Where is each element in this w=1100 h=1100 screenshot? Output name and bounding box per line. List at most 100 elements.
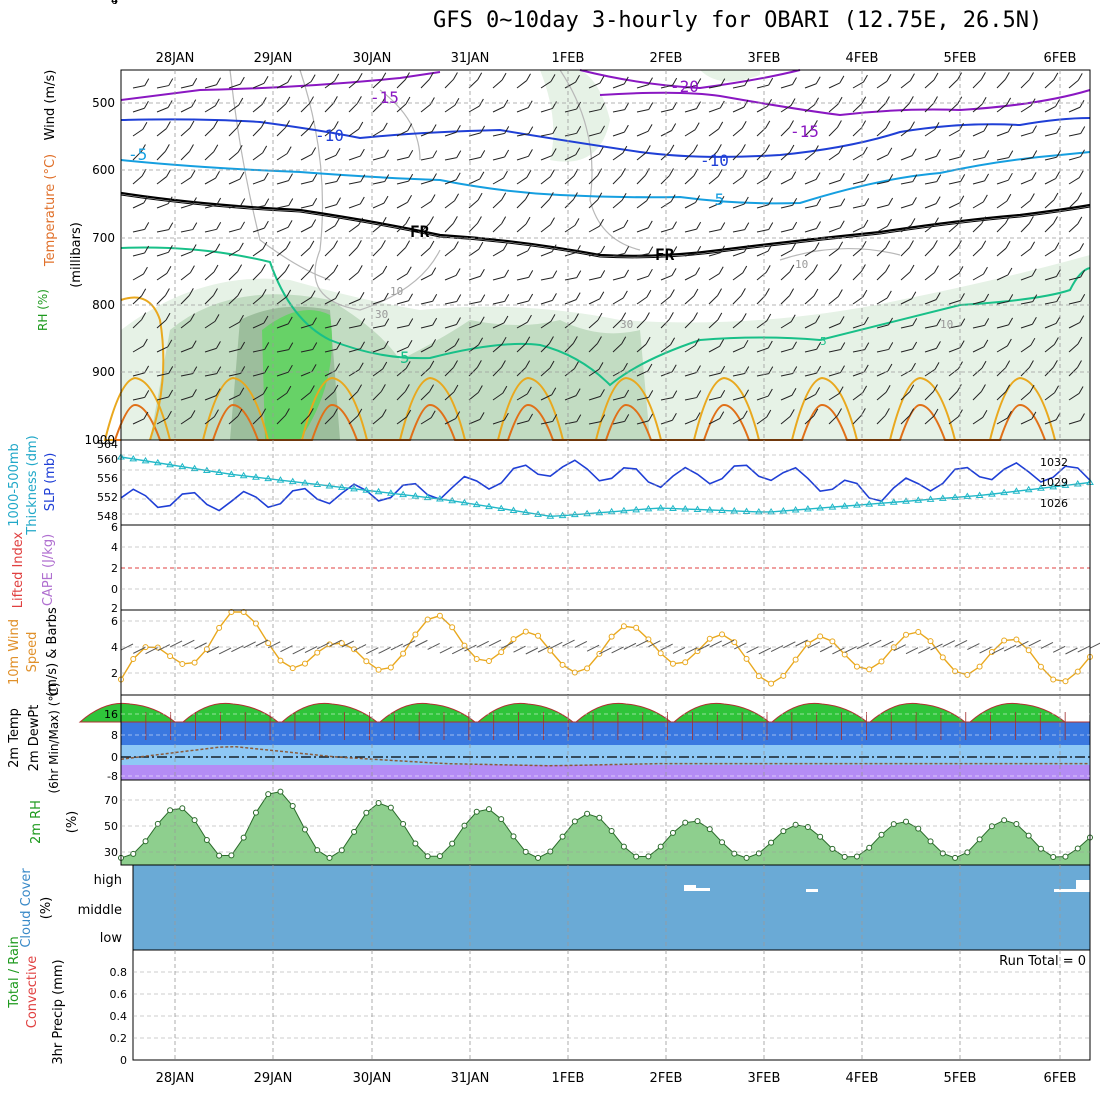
rh2m-marker — [326, 854, 333, 861]
wind-barb-feather — [669, 144, 675, 153]
wind-barb-feather — [1055, 171, 1061, 179]
rh2m-marker — [301, 826, 308, 833]
wind-barb — [396, 273, 408, 281]
wind-barb-feather — [815, 76, 821, 85]
wind-barb — [1020, 323, 1033, 329]
wind-barb — [588, 343, 598, 353]
wind-barb-feather — [190, 313, 195, 321]
wind-barb-feather — [525, 336, 531, 344]
wind10-barb — [979, 646, 992, 654]
wind-barb — [924, 224, 935, 233]
wind-barb — [684, 418, 697, 425]
wind10-marker — [265, 640, 272, 647]
wind-barb — [852, 296, 864, 305]
wind-barb — [372, 325, 385, 329]
wind-barb — [132, 175, 143, 185]
wind-barb-feather — [333, 408, 338, 416]
wind-barb-feather — [1031, 172, 1037, 180]
wind-barb-feather — [646, 193, 652, 202]
wind-barb — [324, 370, 336, 377]
wind-barb-feather — [1056, 269, 1061, 277]
wind-barb-feather — [382, 265, 388, 274]
wind-barb — [900, 247, 910, 257]
wind-barb — [204, 347, 217, 353]
wind-barb — [612, 252, 625, 257]
wind-barb — [324, 204, 337, 209]
y-axis-label: Convective — [25, 956, 40, 1029]
wind10-marker — [706, 635, 713, 642]
wind10-barb — [611, 646, 624, 654]
wind-barb — [612, 276, 625, 281]
wind-barb-feather — [791, 243, 797, 251]
wind-barb-feather — [503, 412, 509, 421]
contour-label: 5 — [400, 348, 410, 367]
wind-barb — [636, 227, 649, 233]
wind-barb — [348, 247, 358, 257]
thickness-marker — [386, 489, 395, 496]
wind-barb-feather — [981, 360, 987, 369]
wind-barb-feather — [1053, 72, 1059, 81]
wind-barb-feather — [1080, 413, 1085, 421]
wind10-barb — [697, 644, 710, 651]
rh2m-marker — [154, 820, 161, 827]
wind-barb — [996, 104, 1007, 113]
wind-barb-feather — [190, 170, 196, 178]
wind-barb-feather — [384, 174, 390, 182]
wind10-barb — [206, 646, 220, 654]
wind-barb — [876, 127, 887, 137]
wind-barb-feather — [1053, 337, 1059, 345]
thickness-marker — [1073, 479, 1082, 487]
thickness-marker — [325, 481, 334, 489]
wind-barb — [300, 415, 310, 425]
y-tick-label: 564 — [97, 438, 118, 451]
wind-barb — [1020, 132, 1033, 137]
rh2m-marker — [804, 824, 811, 831]
y-tick-label: 4 — [111, 641, 118, 654]
wind-barb-feather — [356, 96, 362, 104]
wind-barb — [708, 319, 719, 329]
wind10-barb — [832, 647, 845, 655]
wind10-barb — [881, 640, 894, 648]
wind-barb-feather — [1077, 336, 1083, 345]
wind-barb-feather — [549, 360, 555, 369]
wind-barb-feather — [812, 120, 818, 128]
wind-barb-feather — [645, 336, 651, 345]
wind-barb-feather — [502, 385, 508, 394]
wind-barb — [252, 415, 262, 425]
wind-barb-feather — [168, 389, 174, 398]
wind10-marker — [154, 644, 161, 651]
wind10-marker — [1025, 647, 1032, 654]
rh2m-marker — [645, 853, 652, 860]
wind-barb-feather — [477, 192, 483, 201]
wind-barb-feather — [503, 170, 508, 179]
wind-barb-feather — [837, 289, 843, 297]
wind-barb-feather — [912, 318, 918, 326]
y-axis-label: (millibars) — [69, 222, 84, 288]
wind-barb-feather — [960, 318, 966, 326]
wind-barb-feather — [767, 388, 773, 397]
wind-barb — [1044, 344, 1055, 353]
wind-barb-feather — [694, 122, 700, 130]
wind-barb — [588, 108, 601, 113]
wind-barb — [300, 204, 313, 209]
wind-barb — [276, 392, 288, 401]
wind-barb-feather — [576, 245, 581, 253]
wind-barb — [468, 344, 479, 353]
wind-barb-feather — [743, 244, 749, 253]
wind-barb — [372, 347, 385, 353]
wind-barb — [180, 373, 193, 377]
rh2m-marker — [903, 818, 910, 825]
wind-barb-feather — [189, 120, 195, 129]
wind-barb — [636, 152, 647, 161]
wind-barb-feather — [956, 384, 962, 392]
wind-barb — [924, 391, 934, 401]
wind-barb — [852, 180, 865, 185]
date-label-top: 30JAN — [353, 51, 392, 66]
wind-barb — [612, 343, 623, 353]
wind-barb-feather — [238, 242, 244, 251]
wind-barb-feather — [382, 361, 388, 370]
wind-barb — [396, 391, 406, 401]
wind-barb-feather — [767, 99, 772, 107]
wind-barb — [396, 416, 408, 425]
wind-barb — [492, 132, 505, 137]
